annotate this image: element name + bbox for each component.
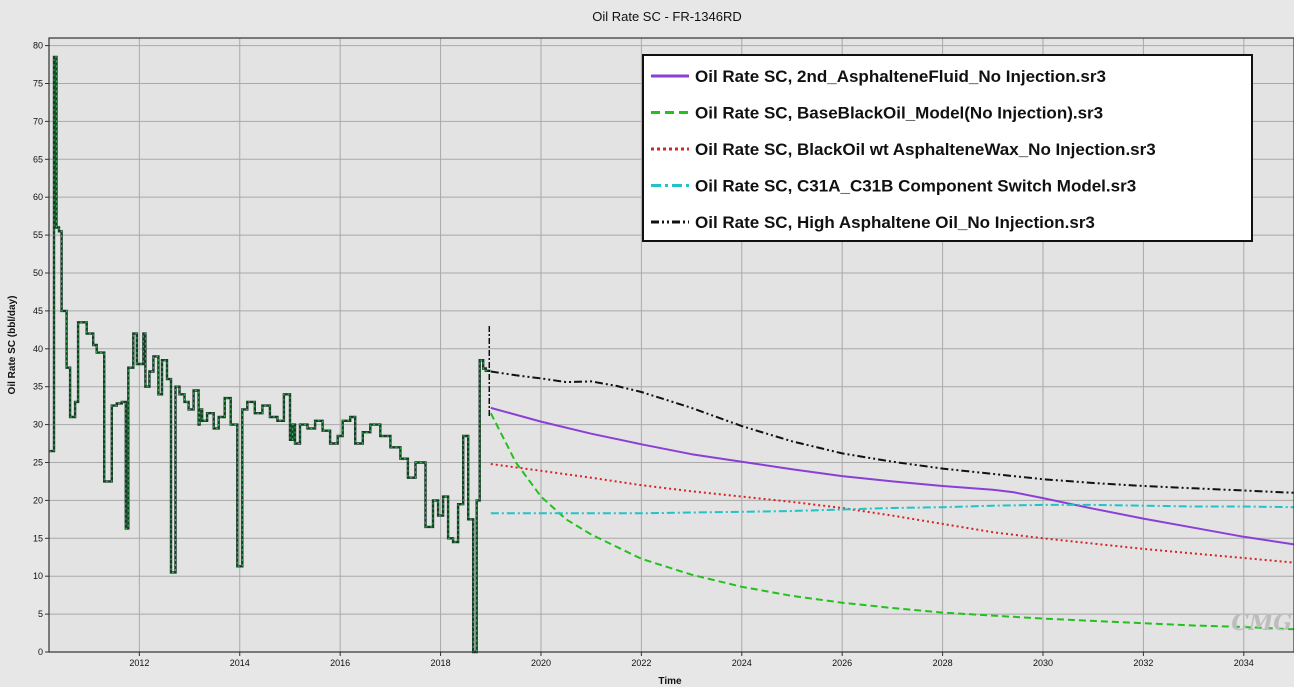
y-tick-label: 75 [33,78,43,88]
y-tick-label: 40 [33,344,43,354]
legend-label-4: Oil Rate SC, C31A_C31B Component Switch … [695,177,1136,196]
x-tick-label: 2034 [1234,658,1254,668]
x-axis-title: Time [658,676,682,687]
history-line-overlay [49,56,490,653]
series-line-2 [489,412,1294,631]
y-tick-label: 80 [33,41,43,51]
tick-layer: 0 5 10 15 20 25 30 35 40 45 50 55 60 65 70 75 80 2012 2014… [33,41,1254,668]
x-tick-label: 2022 [631,658,651,668]
x-tick-label: 2024 [732,658,752,668]
y-tick-label: 45 [33,306,43,316]
chart-title: Oil Rate SC - FR-1346RD [592,9,742,24]
y-axis-title: Oil Rate SC (bbl/day) [7,296,18,395]
plot-frame [48,37,1294,653]
y-tick-label: 30 [33,420,43,430]
legend-label-2: Oil Rate SC, BaseBlackOil_Model(No Injec… [695,104,1103,123]
legend-label-3: Oil Rate SC, BlackOil wt AsphalteneWax_N… [695,140,1156,159]
y-tick-label: 20 [33,495,43,505]
x-tick-label: 2020 [531,658,551,668]
y-tick-label: 25 [33,457,43,467]
x-tick-label: 2012 [129,658,149,668]
y-tick-label: 55 [33,230,43,240]
y-tick-label: 60 [33,192,43,202]
y-tick-label: 70 [33,116,43,126]
x-tick-label: 2016 [330,658,350,668]
x-tick-label: 2032 [1133,658,1153,668]
legend: Oil Rate SC, 2nd_AsphalteneFluid_No Inje… [642,54,1253,242]
y-tick-label: 35 [33,382,43,392]
y-tick-label: 15 [33,533,43,543]
x-tick-label: 2018 [431,658,451,668]
x-tick-label: 2026 [832,658,852,668]
y-tick-label: 5 [38,609,43,619]
series-layer [49,55,1294,654]
legend-box [642,54,1253,242]
series-line-3 [490,463,1294,564]
legend-label-5: Oil Rate SC, High Asphaltene Oil_No Inje… [695,213,1095,232]
watermark-logo: CMG [1231,610,1292,636]
legend-label-1: Oil Rate SC, 2nd_AsphalteneFluid_No Inje… [695,67,1106,86]
y-tick-label: 65 [33,154,43,164]
y-tick-label: 0 [38,647,43,657]
y-tick-label: 10 [33,571,43,581]
series-line-1 [490,406,1294,546]
series-line-5 [490,370,1294,494]
x-tick-label: 2028 [933,658,953,668]
series-line-4 [490,503,1294,515]
x-tick-label: 2014 [230,658,250,668]
y-tick-label: 50 [33,268,43,278]
x-tick-label: 2030 [1033,658,1053,668]
